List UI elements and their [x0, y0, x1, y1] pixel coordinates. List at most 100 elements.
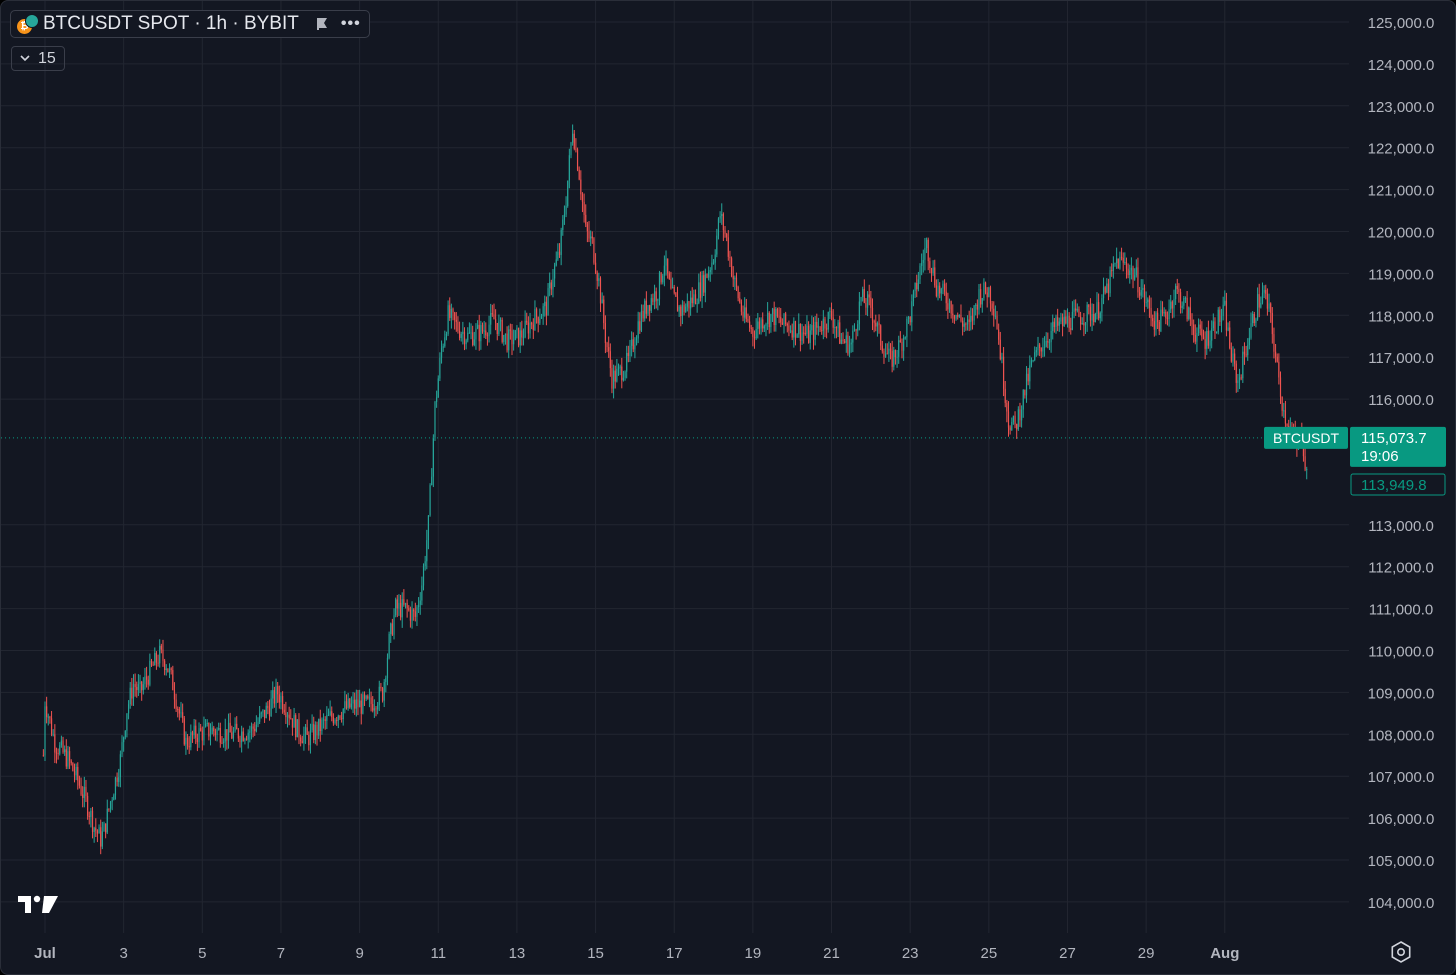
candle-up: [852, 325, 854, 353]
indicators-collapse-button[interactable]: 15: [11, 46, 65, 71]
candle-body: [280, 696, 282, 703]
candle-up: [440, 340, 443, 364]
candle-body: [1279, 377, 1282, 397]
candle-up: [126, 713, 128, 738]
candle-down: [409, 606, 411, 628]
candle-up: [948, 298, 951, 313]
candle-up: [1175, 283, 1177, 306]
candle-body: [306, 727, 308, 735]
more-icon[interactable]: •••: [340, 15, 361, 32]
candle-body: [90, 810, 92, 817]
candle-body: [1194, 334, 1196, 342]
candle-down: [72, 762, 74, 772]
candle-up: [896, 349, 898, 368]
candle-body: [413, 609, 415, 612]
candle-up: [1196, 327, 1198, 352]
candle-down: [844, 338, 846, 344]
candle-body: [372, 704, 374, 711]
candle-down: [863, 279, 865, 304]
candle-down: [986, 287, 988, 308]
candle-down: [62, 736, 64, 754]
symbol-legend[interactable]: ₿ BTCUSDT SPOT · 1h · BYBIT •••: [10, 10, 370, 38]
candle-up: [904, 336, 906, 340]
candle-body: [1230, 348, 1232, 362]
candle-up: [1173, 289, 1175, 318]
candle-body: [925, 239, 928, 248]
candle-body: [924, 247, 926, 260]
candle-down: [88, 811, 90, 825]
candle-up: [624, 370, 626, 381]
candle-down: [1278, 353, 1280, 385]
tradingview-logo-icon[interactable]: [18, 893, 60, 917]
candle-body: [721, 214, 723, 217]
candle-up: [563, 205, 566, 225]
candle-down: [962, 317, 964, 336]
candle-up: [447, 300, 449, 336]
candle-down: [1279, 371, 1282, 404]
candle-up: [83, 776, 85, 808]
candle-body: [277, 686, 279, 695]
candle-body: [70, 760, 72, 764]
candle-body: [1250, 323, 1252, 338]
candle-up: [75, 763, 77, 781]
candle-body: [1060, 317, 1062, 322]
candle-down: [688, 300, 690, 318]
candle-body: [963, 323, 965, 327]
candle-body: [422, 566, 425, 586]
candle-down: [788, 320, 790, 337]
candle-up: [524, 310, 526, 339]
candle-body: [789, 330, 792, 332]
candle-up: [393, 608, 395, 640]
candle-body: [308, 734, 310, 746]
candle-down: [947, 292, 949, 319]
candle-body: [893, 350, 895, 367]
candle-down: [945, 282, 947, 311]
candle-up: [534, 300, 536, 331]
candle-body: [817, 326, 820, 328]
candle-up: [47, 713, 49, 726]
candle-body: [860, 297, 862, 302]
candle-body: [529, 322, 531, 334]
candle-down: [186, 733, 189, 750]
candle-up: [1232, 346, 1234, 367]
candle-down: [1006, 399, 1008, 423]
candle-body: [1043, 346, 1046, 348]
candle-down: [1070, 317, 1072, 335]
candle-body: [1138, 292, 1141, 296]
candle-up: [760, 317, 762, 335]
candle-body: [591, 236, 593, 239]
settings-icon[interactable]: [1389, 940, 1413, 964]
candle-down: [506, 326, 508, 353]
candle-body: [282, 696, 284, 710]
candle-up: [244, 737, 246, 745]
candle-down: [229, 712, 231, 733]
candle-body: [1238, 377, 1241, 381]
candle-body: [111, 800, 113, 802]
candle-body: [173, 690, 176, 700]
candle-down: [219, 722, 221, 748]
candle-body: [819, 326, 821, 331]
candle-body: [601, 299, 603, 304]
candle-body: [724, 230, 726, 234]
candle-body: [260, 712, 262, 714]
candle-up: [1114, 262, 1116, 267]
candle-body: [121, 742, 123, 755]
candle-up: [327, 708, 330, 717]
candle-body: [840, 339, 842, 344]
y-tick-label: 125,000.0: [1368, 15, 1435, 32]
candle-body: [637, 321, 639, 339]
candle-up: [444, 330, 446, 348]
candle-body: [265, 705, 267, 719]
candle-body: [1166, 317, 1169, 319]
candle-down: [1009, 425, 1011, 435]
candle-body: [683, 305, 685, 313]
candle-body: [940, 288, 942, 294]
candle-down: [406, 599, 408, 618]
candle-up: [1268, 293, 1270, 312]
candle-down: [77, 762, 79, 790]
candle-down: [819, 326, 821, 333]
candle-body: [775, 308, 777, 326]
flag-icon[interactable]: [315, 17, 329, 31]
candle-down: [1191, 313, 1193, 336]
